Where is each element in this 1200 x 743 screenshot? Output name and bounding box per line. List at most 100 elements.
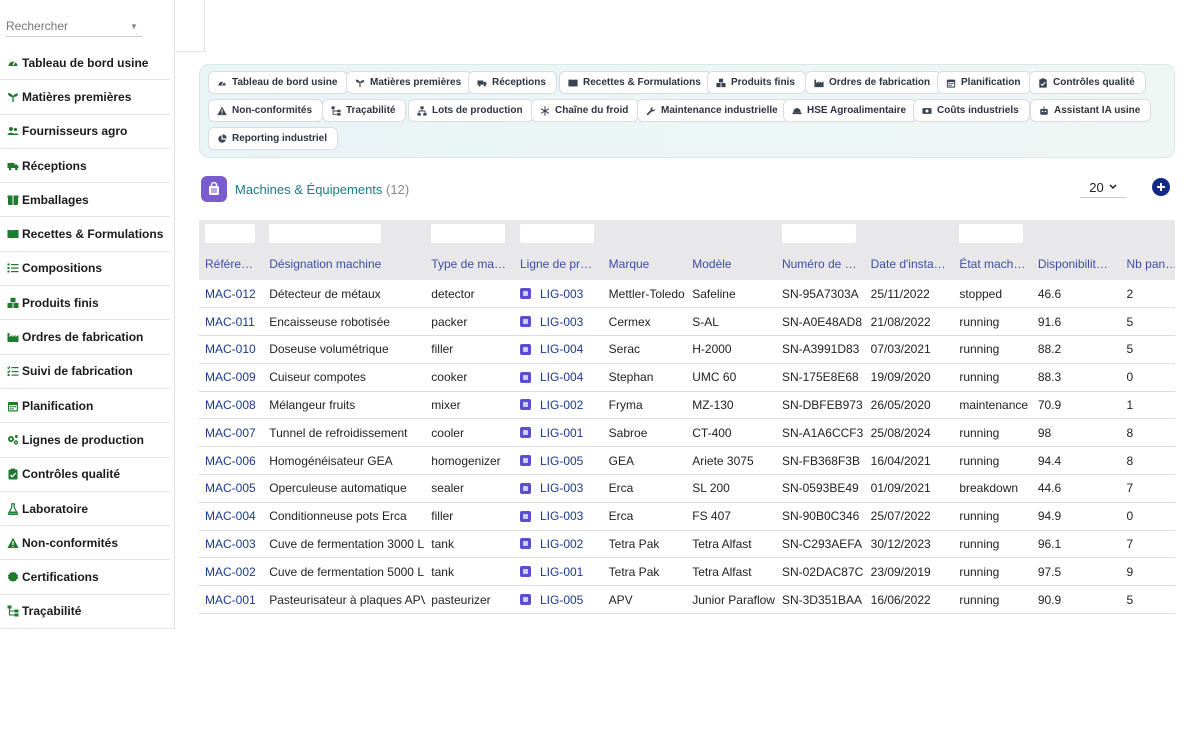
module-tab-planification[interactable]: Planification (937, 71, 1032, 94)
production-line-link[interactable]: LIG-005 (539, 592, 584, 607)
production-line-link[interactable]: LIG-003 (539, 314, 584, 329)
production-line-link[interactable]: LIG-002 (539, 398, 584, 413)
sidebar-item-receptions[interactable]: Réceptions (0, 149, 170, 184)
column-filter-input[interactable] (781, 224, 856, 243)
sidebar-item-lignes-de-production[interactable]: Lignes de production (0, 423, 170, 458)
sidebar-item-controles-qualite[interactable]: Contrôles qualité (0, 458, 170, 492)
reference-link[interactable]: MAC-009 (205, 370, 256, 385)
table-cell: 30/12/2023 (864, 530, 954, 559)
sidebar-item-emballages[interactable]: Emballages (0, 183, 170, 218)
reference-link[interactable]: MAC-004 (205, 509, 256, 524)
reference-link[interactable]: MAC-001 (205, 592, 256, 607)
table-cell: cooler (425, 418, 514, 448)
column-header[interactable]: Modèle (686, 248, 776, 280)
module-tab-ordres-de-fabrication[interactable]: Ordres de fabrication (805, 71, 942, 94)
column-header[interactable]: État machine (953, 248, 1032, 280)
sidebar-item-compositions[interactable]: Compositions (0, 252, 170, 287)
reference-link[interactable]: MAC-010 (205, 342, 256, 357)
production-line-link[interactable]: LIG-004 (539, 342, 584, 357)
production-line-link[interactable]: LIG-003 (539, 286, 584, 301)
filter-cell (953, 220, 1032, 248)
production-line-link[interactable]: LIG-003 (539, 509, 584, 524)
add-record-button[interactable] (1152, 178, 1170, 196)
sidebar-item-suivi-de-fabrication[interactable]: Suivi de fabrication (0, 355, 170, 389)
sidebar-item-tableau-de-bord-usine[interactable]: Tableau de bord usine (0, 46, 170, 81)
production-line-link[interactable]: LIG-001 (539, 564, 584, 579)
column-header[interactable]: Date d'installation (864, 248, 954, 280)
reference-link[interactable]: MAC-011 (205, 314, 255, 329)
table-row[interactable]: MAC-011 Encaisseuse robotisée packer LIG-00… (199, 307, 1175, 337)
table-row[interactable]: MAC-012 Détecteur de métaux detector LIG-00… (199, 280, 1175, 309)
sidebar-item-fournisseurs-agro[interactable]: Fournisseurs agro (0, 115, 170, 149)
column-header[interactable]: Désignation machine (263, 248, 426, 280)
column-header[interactable]: Disponibilité (%) (1031, 248, 1121, 280)
production-line-link[interactable]: LIG-004 (539, 370, 584, 385)
reference-link[interactable]: MAC-005 (205, 481, 256, 496)
production-line-link[interactable]: LIG-001 (539, 425, 584, 440)
column-header[interactable]: Marque (602, 248, 687, 280)
module-tab-couts-industriels[interactable]: Coûts industriels (913, 99, 1030, 122)
sidebar-item-ordres-de-fabrication[interactable]: Ordres de fabrication (0, 320, 170, 355)
module-tab-recettes-formulations[interactable]: Recettes & Formulations (559, 71, 712, 94)
module-tab-label: Lots de production (432, 105, 523, 116)
module-tab-lots-de-production[interactable]: Lots de production (408, 99, 534, 122)
chevron-down-icon[interactable]: ▼ (130, 22, 138, 31)
table-cell: 25/07/2022 (864, 502, 954, 531)
table-row[interactable]: MAC-005 Operculeuse automatique sealer LIG-… (199, 474, 1175, 503)
module-tab-chaine-du-froid[interactable]: Chaîne du froid (531, 99, 640, 122)
module-tab-assistant-ia-usine[interactable]: Assistant IA usine (1030, 99, 1152, 122)
sidebar-item-produits-finis[interactable]: Produits finis (0, 286, 170, 321)
table-row[interactable]: MAC-010 Doseuse volumétrique filler LIG-004… (199, 335, 1175, 364)
reference-link[interactable]: MAC-007 (205, 425, 256, 440)
search-input[interactable] (6, 15, 142, 37)
per-page-select[interactable]: 20 (1080, 177, 1126, 198)
module-tab-tracabilite[interactable]: Traçabilité (322, 99, 407, 122)
module-tab-produits-finis[interactable]: Produits finis (707, 71, 806, 94)
module-tab-reporting-industriel[interactable]: Reporting industriel (208, 127, 338, 150)
table-row[interactable]: MAC-007 Tunnel de refroidissement cooler LI… (199, 418, 1175, 448)
reference-link[interactable]: MAC-003 (205, 537, 256, 552)
column-header[interactable]: Type de machine (425, 248, 514, 280)
column-header[interactable]: Nb pannes (1120, 248, 1175, 280)
module-tab-controles-qualite[interactable]: Contrôles qualité (1029, 71, 1146, 94)
module-tab-non-conformites[interactable]: Non-conformités (208, 99, 323, 122)
table-row[interactable]: MAC-004 Conditionneuse pots Erca filler LIG… (199, 502, 1175, 531)
table-cell: Erca (602, 474, 687, 503)
module-tab-hse-agroalimentaire[interactable]: HSE Agroalimentaire (783, 99, 918, 122)
production-line-link[interactable]: LIG-002 (539, 537, 584, 552)
sidebar-item-non-conformites[interactable]: Non-conformités (0, 526, 170, 561)
table-cell: cooker (425, 363, 514, 392)
sidebar-item-tracabilite[interactable]: Traçabilité (0, 595, 170, 630)
column-filter-input[interactable] (269, 224, 382, 243)
table-row[interactable]: MAC-009 Cuiseur compotes cooker LIG-004 Step… (199, 363, 1175, 392)
column-header[interactable]: Ligne de production (513, 248, 603, 280)
production-line-link[interactable]: LIG-005 (539, 453, 584, 468)
book-icon (6, 227, 20, 241)
sidebar-item-certifications[interactable]: Certifications (0, 560, 170, 595)
module-tab-tableau-de-bord-usine[interactable]: Tableau de bord usine (208, 71, 349, 94)
sidebar-item-laboratoire[interactable]: Laboratoire (0, 492, 170, 527)
module-tab-receptions[interactable]: Réceptions (468, 71, 557, 94)
column-header[interactable]: Numéro de série (775, 248, 865, 280)
column-filter-input[interactable] (431, 224, 506, 243)
sidebar-item-matieres-premieres[interactable]: Matières premières (0, 80, 170, 115)
table-cell: running (953, 446, 1032, 476)
reference-link[interactable]: MAC-008 (205, 398, 256, 413)
table-row[interactable]: MAC-008 Mélangeur fruits mixer LIG-002 Fryma… (199, 391, 1175, 420)
column-filter-input[interactable] (205, 224, 255, 243)
reference-link[interactable]: MAC-002 (205, 564, 256, 579)
column-filter-input[interactable] (959, 224, 1024, 243)
table-row[interactable]: MAC-001 Pasteurisateur à plaques APV paste… (199, 585, 1175, 614)
column-filter-input[interactable] (519, 224, 594, 243)
reference-link[interactable]: MAC-006 (205, 453, 256, 468)
table-row[interactable]: MAC-006 Homogénéisateur GEA homogenizer LIG… (199, 446, 1175, 476)
module-tab-matieres-premieres[interactable]: Matières premières (346, 71, 473, 94)
module-tab-maintenance-industrielle[interactable]: Maintenance industrielle (637, 99, 789, 122)
reference-link[interactable]: MAC-012 (205, 286, 256, 301)
column-header[interactable]: Référence (199, 248, 264, 280)
production-line-link[interactable]: LIG-003 (539, 481, 584, 496)
sidebar-item-recettes-formulations[interactable]: Recettes & Formulations (0, 217, 170, 252)
sidebar-item-planification[interactable]: Planification (0, 389, 170, 424)
